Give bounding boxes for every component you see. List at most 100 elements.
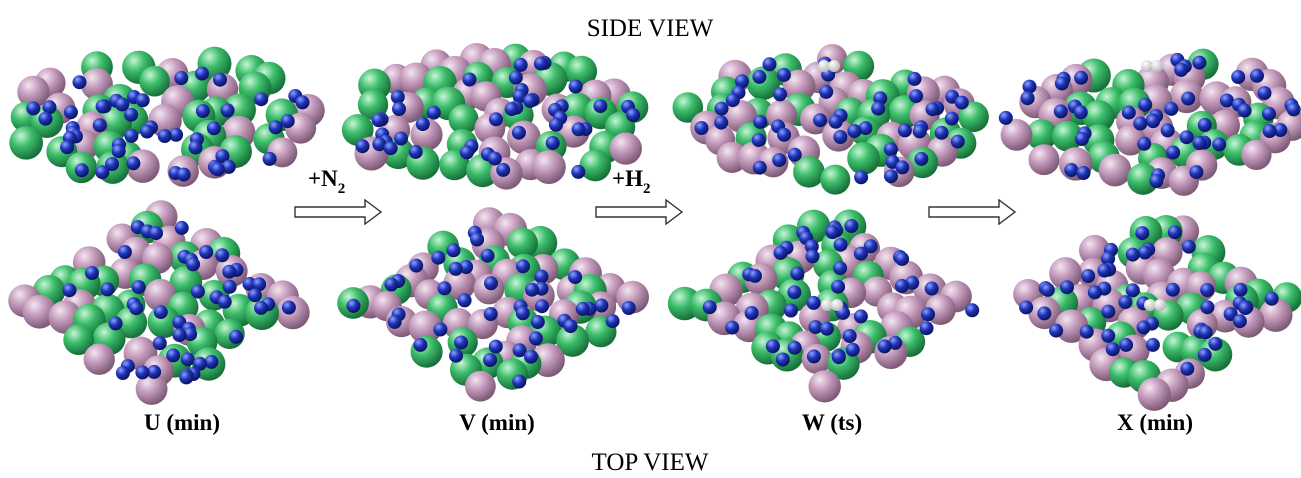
atom — [858, 121, 873, 136]
atom — [1073, 105, 1088, 120]
atom — [217, 294, 232, 309]
atom — [965, 303, 980, 318]
reagent: +N — [308, 166, 338, 191]
atom — [776, 67, 791, 82]
reagent: +H — [612, 166, 643, 191]
atom — [831, 350, 846, 365]
atom — [1040, 282, 1055, 297]
atom — [549, 117, 563, 132]
atom — [831, 299, 843, 311]
atom — [534, 269, 549, 284]
atom — [199, 245, 214, 259]
atom — [62, 283, 77, 298]
atom — [72, 75, 87, 90]
atom — [63, 324, 94, 356]
reaction-arrow — [595, 198, 684, 226]
atom — [833, 261, 848, 276]
atom — [828, 114, 843, 129]
atom — [220, 103, 235, 118]
atom — [126, 156, 141, 171]
atom — [174, 220, 189, 235]
atom — [773, 245, 788, 260]
atom — [777, 127, 792, 142]
atom — [1082, 100, 1115, 133]
atom — [1074, 70, 1089, 85]
atom — [1101, 251, 1116, 266]
atom — [135, 93, 150, 108]
atom — [204, 354, 219, 369]
atom — [1231, 70, 1246, 84]
atom — [508, 70, 523, 85]
atom — [958, 101, 989, 133]
atom — [129, 301, 144, 316]
atom — [431, 250, 446, 265]
reagent-label: +N2 — [308, 166, 345, 197]
atom — [229, 329, 243, 344]
atom — [1192, 55, 1207, 70]
atom — [1135, 226, 1150, 241]
atom — [147, 364, 162, 379]
atom — [83, 343, 115, 375]
atom — [825, 225, 840, 240]
atom — [512, 343, 527, 358]
atom — [511, 125, 526, 140]
atom — [1262, 106, 1276, 121]
atom — [806, 349, 821, 364]
atom — [512, 89, 527, 104]
atom — [1098, 153, 1132, 187]
atom — [818, 60, 830, 72]
atom — [1241, 139, 1272, 171]
atom — [169, 127, 184, 142]
atom — [22, 294, 57, 329]
atom — [1180, 361, 1195, 376]
atom — [1026, 119, 1058, 151]
atom — [787, 285, 802, 300]
atom — [1233, 282, 1248, 297]
atom — [594, 298, 609, 313]
atom — [131, 280, 146, 295]
atom — [355, 139, 370, 154]
atom — [579, 149, 612, 182]
atom — [80, 68, 113, 101]
atom — [1238, 301, 1253, 316]
atom — [1101, 304, 1116, 319]
atom — [437, 281, 452, 296]
atom — [1137, 245, 1152, 260]
atom — [1141, 60, 1153, 72]
atom — [833, 237, 848, 252]
atom — [135, 373, 168, 405]
atom — [372, 137, 387, 152]
atom — [921, 307, 935, 322]
atom — [115, 366, 130, 380]
atom — [124, 107, 139, 122]
atom — [390, 90, 405, 104]
atom — [528, 331, 543, 346]
atom — [1181, 239, 1196, 254]
atom — [944, 111, 959, 126]
atom — [179, 370, 194, 385]
atom — [268, 120, 283, 135]
atom — [1000, 119, 1033, 151]
atom — [252, 277, 267, 292]
atom — [1037, 306, 1052, 321]
atom — [1060, 280, 1074, 295]
atom — [462, 72, 477, 87]
atom — [1258, 298, 1293, 332]
atom — [1145, 337, 1160, 352]
atom — [1257, 86, 1272, 101]
atom — [1197, 118, 1212, 132]
atom — [884, 169, 898, 184]
atom — [448, 104, 479, 135]
atom — [1052, 120, 1083, 152]
atom — [1232, 305, 1265, 338]
atom — [92, 118, 107, 133]
atom — [1232, 314, 1247, 329]
atom — [394, 131, 408, 146]
step-label: V (min) — [459, 410, 535, 435]
atom — [470, 232, 485, 247]
atom — [487, 151, 502, 166]
atom — [1149, 174, 1164, 188]
atom — [831, 279, 846, 294]
atom — [1125, 283, 1140, 298]
atom — [85, 266, 99, 280]
